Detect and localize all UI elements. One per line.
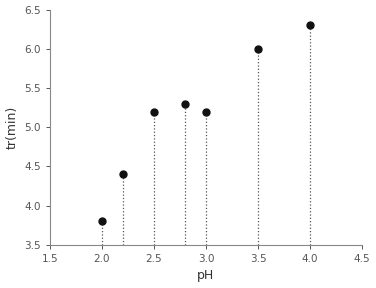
Point bbox=[255, 46, 261, 51]
Y-axis label: tr(min): tr(min) bbox=[6, 106, 18, 149]
Point bbox=[120, 172, 126, 177]
Point bbox=[307, 23, 313, 28]
Point bbox=[203, 109, 209, 114]
Point bbox=[182, 101, 188, 106]
Point bbox=[151, 109, 157, 114]
Point bbox=[99, 219, 105, 224]
X-axis label: pH: pH bbox=[197, 270, 215, 283]
